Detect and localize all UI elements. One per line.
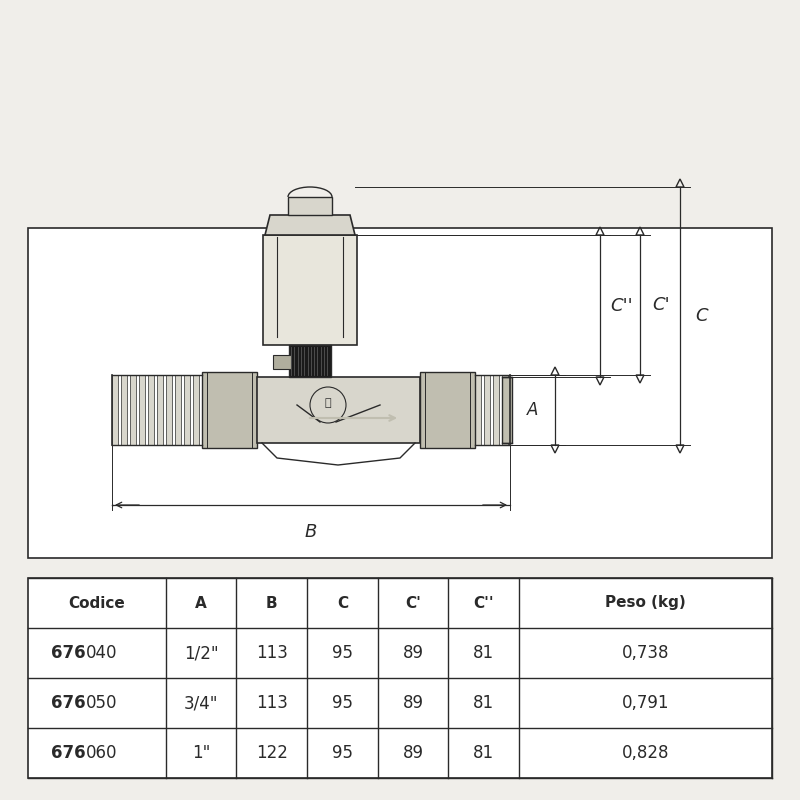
Text: 050: 050 [86, 694, 118, 712]
Text: 1/2": 1/2" [184, 644, 218, 662]
Bar [289, 345, 331, 377]
Text: C'': C'' [474, 595, 494, 610]
Bar [130, 375, 136, 445]
Bar [166, 375, 172, 445]
Text: ⓖ: ⓖ [325, 398, 331, 408]
Text: Codice: Codice [69, 595, 125, 610]
Bar [28, 578, 772, 778]
Bar [202, 372, 257, 448]
Bar [112, 375, 118, 445]
Text: 89: 89 [402, 644, 423, 662]
Text: C': C' [652, 296, 670, 314]
Text: C: C [695, 307, 708, 325]
Text: A: A [527, 401, 538, 419]
Text: 676: 676 [51, 694, 86, 712]
Text: C: C [337, 595, 348, 610]
Text: C': C' [405, 595, 421, 610]
Text: B: B [305, 523, 317, 541]
Text: 95: 95 [332, 694, 353, 712]
Text: 676: 676 [51, 744, 86, 762]
Text: 0,791: 0,791 [622, 694, 670, 712]
Bar [157, 375, 163, 445]
Bar [475, 375, 481, 445]
Bar [28, 228, 772, 558]
Text: 81: 81 [473, 694, 494, 712]
Text: 0,828: 0,828 [622, 744, 670, 762]
Text: 3/4": 3/4" [184, 694, 218, 712]
Text: 122: 122 [256, 744, 287, 762]
Text: 1": 1" [192, 744, 210, 762]
Text: 676: 676 [51, 644, 86, 662]
Text: Peso (kg): Peso (kg) [605, 595, 686, 610]
Bar [288, 197, 332, 215]
Bar [502, 375, 508, 445]
Bar [148, 375, 154, 445]
Text: 89: 89 [402, 694, 423, 712]
Text: 81: 81 [473, 744, 494, 762]
Text: 89: 89 [402, 744, 423, 762]
Text: 060: 060 [86, 744, 118, 762]
Text: C'': C'' [610, 297, 633, 315]
Text: B: B [266, 595, 278, 610]
Text: 81: 81 [473, 644, 494, 662]
Text: 040: 040 [86, 644, 118, 662]
Bar [493, 375, 499, 445]
Bar [139, 375, 145, 445]
Text: 113: 113 [256, 694, 287, 712]
Polygon shape [265, 215, 355, 235]
Text: 113: 113 [256, 644, 287, 662]
Text: A: A [195, 595, 207, 610]
Bar [484, 375, 490, 445]
Text: 95: 95 [332, 744, 353, 762]
Bar [502, 377, 512, 443]
Bar [420, 372, 475, 448]
Polygon shape [257, 377, 420, 443]
Bar [273, 355, 291, 369]
Polygon shape [263, 235, 357, 345]
Bar [184, 375, 190, 445]
Circle shape [310, 387, 346, 423]
Text: 95: 95 [332, 644, 353, 662]
Bar [121, 375, 127, 445]
Text: 0,738: 0,738 [622, 644, 670, 662]
Bar [175, 375, 181, 445]
Bar [193, 375, 199, 445]
